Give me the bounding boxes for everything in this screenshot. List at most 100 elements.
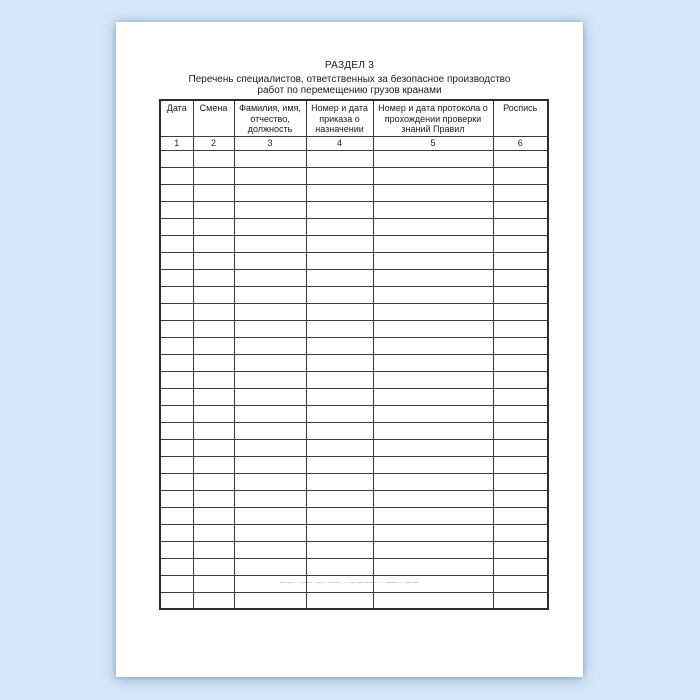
table-cell [192,200,235,219]
table-row [159,540,549,559]
table-cell [192,336,235,355]
table-cell [192,149,235,168]
table-row [159,472,549,491]
table-cell [492,319,549,338]
subtitle-line-1: Перечень специалистов, ответственных за … [188,74,511,85]
table-cell [233,251,307,270]
table-cell [233,472,307,491]
table-cell [492,302,549,321]
table-cell [305,455,374,474]
table-cell [233,268,307,287]
table-cell [372,217,494,236]
table-cell [305,438,374,457]
table-cell [305,523,374,542]
table-cell [192,489,235,508]
document-page: РАЗДЕЛ 3 Перечень специалистов, ответств… [116,22,583,677]
table-cell [372,336,494,355]
table-cell [372,268,494,287]
table-cell [192,302,235,321]
table-cell [305,183,374,202]
column-header-signature: Роспись [492,99,549,137]
table-cell [159,387,194,406]
table-cell [372,302,494,321]
table-cell [492,183,549,202]
table-cell [159,421,194,440]
table-row [159,149,549,168]
table-cell [305,149,374,168]
table-cell [192,472,235,491]
table-row [159,319,549,338]
table-row [159,421,549,440]
table-cell [492,574,549,593]
table-cell [492,166,549,185]
table-cell [233,387,307,406]
table-cell [372,319,494,338]
table-cell [159,319,194,338]
table-cell [192,268,235,287]
table-cell [305,302,374,321]
table-cell [372,200,494,219]
table-cell [192,455,235,474]
table-cell [192,557,235,576]
document-subtitle: Перечень специалистов, ответственных за … [116,74,583,96]
table-cell [233,302,307,321]
table-header: Дата Смена Фамилия, имя, отчество, должн… [159,99,549,151]
table-cell [492,438,549,457]
specialists-table: Дата Смена Фамилия, имя, отчество, должн… [159,99,549,610]
table-cell [492,149,549,168]
table-cell [233,285,307,304]
table-cell [372,591,494,610]
column-header-shift: Смена [192,99,235,137]
table-cell [372,251,494,270]
table-cell [159,574,194,593]
table-cell [159,438,194,457]
table-cell [492,404,549,423]
table-cell [159,370,194,389]
table-cell [372,472,494,491]
table-cell [233,217,307,236]
table-cell [192,523,235,542]
table-cell [233,166,307,185]
table-cell [492,523,549,542]
table-cell [233,370,307,389]
table-cell [492,336,549,355]
table-cell [159,336,194,355]
table-cell [192,438,235,457]
table-cell [372,438,494,457]
table-cell [159,540,194,559]
table-cell [305,285,374,304]
table-cell [372,234,494,253]
table-cell [159,251,194,270]
table-cell [159,591,194,610]
table-cell [305,217,374,236]
table-row [159,387,549,406]
table-cell [305,591,374,610]
column-number-4: 4 [305,135,374,151]
table-row [159,353,549,372]
table-cell [233,183,307,202]
table-row [159,285,549,304]
table-cell [372,285,494,304]
table-cell [305,540,374,559]
table-cell [192,421,235,440]
table-cell [305,370,374,389]
table-cell [159,183,194,202]
table-cell [192,404,235,423]
table-cell [233,438,307,457]
table-cell [305,336,374,355]
table-cell [159,149,194,168]
table-row [159,404,549,423]
table-cell [192,251,235,270]
table-cell [192,387,235,406]
table-row [159,234,549,253]
table-cell [192,370,235,389]
table-cell [159,234,194,253]
table-row [159,251,549,270]
table-cell [233,421,307,440]
table-cell [192,574,235,593]
table-cell [192,166,235,185]
table-cell [305,489,374,508]
column-header-name-position: Фамилия, имя, отчество, должность [233,99,307,137]
table-cell [305,421,374,440]
table-cell [159,353,194,372]
